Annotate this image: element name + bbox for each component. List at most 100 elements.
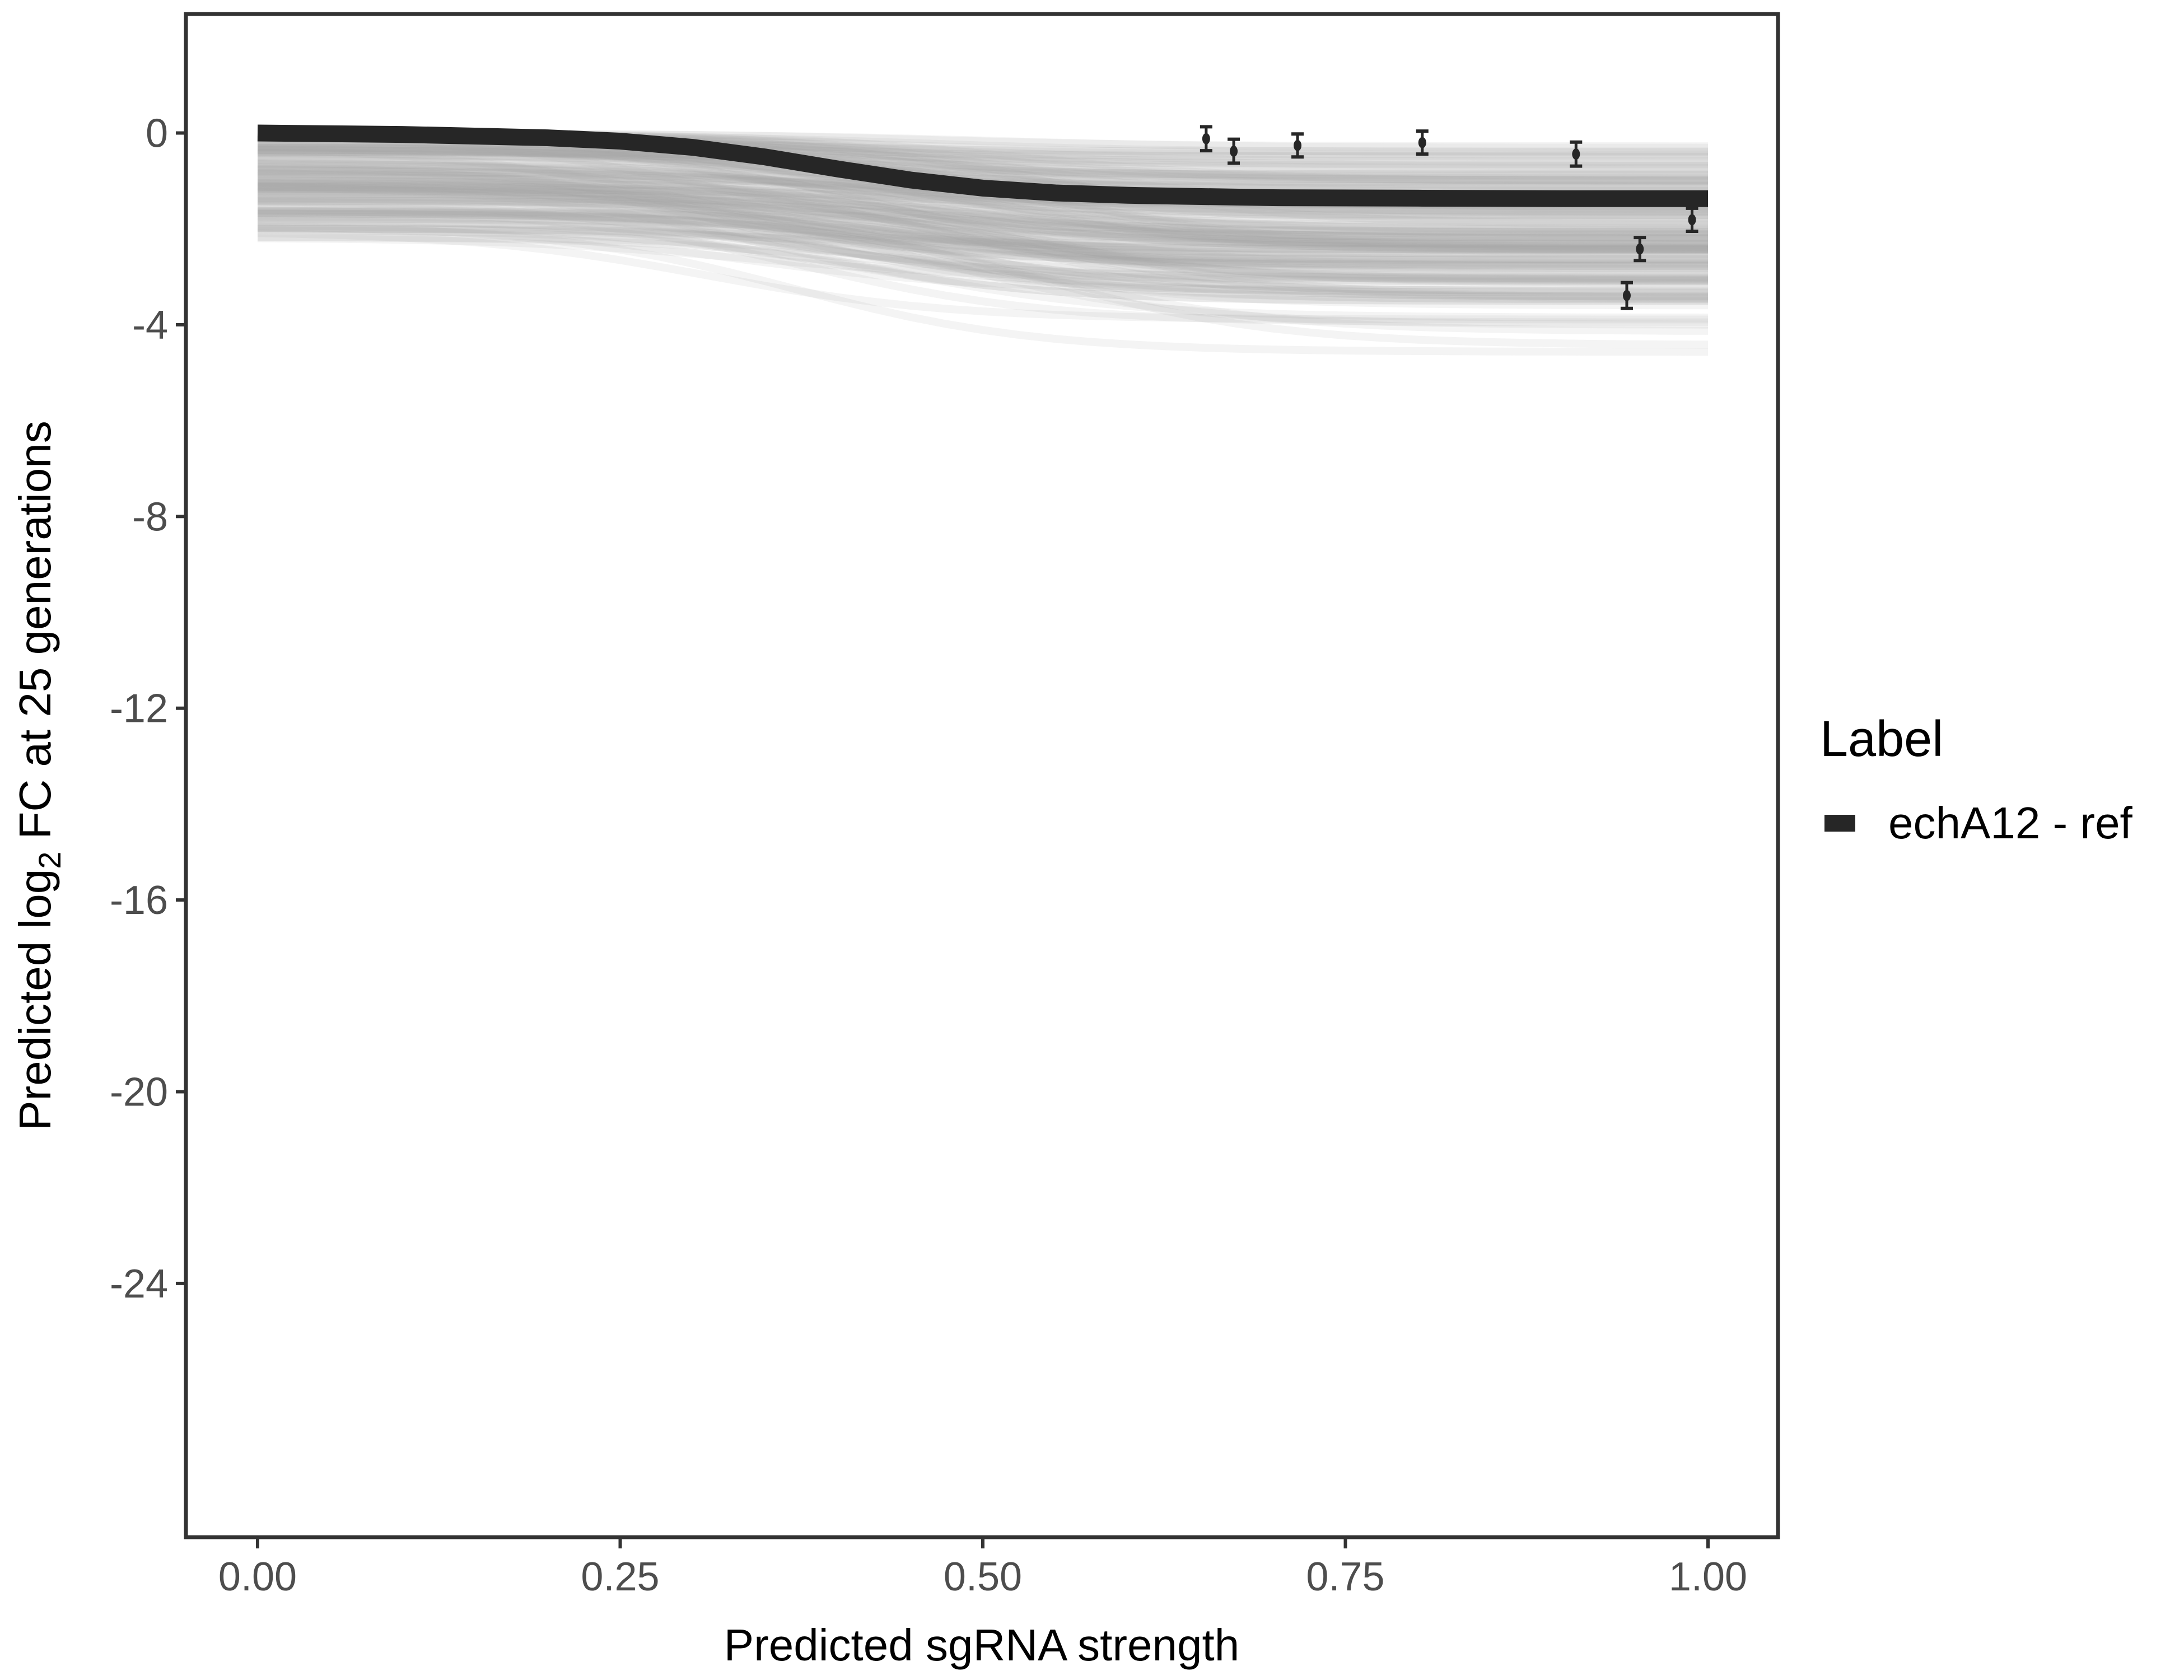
ensemble-line xyxy=(257,167,1709,281)
y-tick-label: 0 xyxy=(146,111,168,156)
ensemble-line xyxy=(257,198,1709,329)
ensemble-line xyxy=(257,170,1708,230)
ensemble-line xyxy=(257,143,1709,186)
ensemble-line xyxy=(257,146,1708,260)
ensemble-line xyxy=(257,169,1709,297)
ensemble-line xyxy=(257,179,1709,302)
ensemble-line xyxy=(258,188,1708,238)
ensemble-line xyxy=(257,139,1709,243)
ensemble-line xyxy=(257,209,1709,349)
ensemble-line xyxy=(257,206,1708,286)
legend-label: echA12 - ref xyxy=(1888,798,2133,848)
ensemble-line xyxy=(257,159,1708,220)
ensemble-line xyxy=(257,145,1708,186)
data-point xyxy=(1620,281,1633,310)
x-tick-label: 0.50 xyxy=(944,1555,1022,1599)
ensemble-line xyxy=(258,177,1709,238)
ensemble-line xyxy=(257,203,1708,282)
ensemble-line xyxy=(257,223,1708,295)
x-axis-title: Predicted sgRNA strength xyxy=(724,1620,1239,1670)
ensemble-line xyxy=(257,177,1709,263)
y-tick-label: -24 xyxy=(110,1262,168,1306)
ensemble-line xyxy=(257,183,1709,253)
ensemble-line xyxy=(257,147,1709,194)
ensemble-line xyxy=(257,160,1709,249)
ensemble-line xyxy=(257,233,1709,282)
ensemble-line xyxy=(257,197,1709,279)
ensemble-line xyxy=(257,226,1709,321)
data-point xyxy=(1634,236,1646,263)
ensemble-line xyxy=(257,183,1708,248)
data-points xyxy=(1200,125,1698,310)
data-point xyxy=(1570,140,1583,168)
ensemble-line xyxy=(257,187,1708,226)
ensemble-line xyxy=(257,212,1709,295)
ensemble-line xyxy=(257,168,1709,232)
ensemble-line xyxy=(257,182,1708,268)
ensemble-line xyxy=(257,224,1708,246)
x-tick-label: 0.00 xyxy=(218,1555,297,1599)
point-marker xyxy=(1622,290,1631,301)
ensemble-line xyxy=(257,225,1709,296)
ensemble-line xyxy=(257,218,1709,304)
ensemble-line xyxy=(257,216,1708,305)
y-tick-label: -16 xyxy=(110,878,168,923)
point-marker xyxy=(1230,146,1238,157)
ensemble-line xyxy=(257,153,1708,254)
ensemble-line xyxy=(257,153,1708,180)
x-tick-label: 0.75 xyxy=(1306,1555,1384,1599)
data-point xyxy=(1228,137,1240,165)
ensemble-line xyxy=(257,193,1709,278)
ensemble-line xyxy=(257,184,1709,284)
ensemble-lines xyxy=(257,129,1709,356)
ensemble-line xyxy=(257,186,1708,264)
ensemble-line xyxy=(257,189,1709,252)
ensemble-line xyxy=(257,197,1708,274)
series-line-echa12-ref xyxy=(257,124,1708,207)
ensemble-line xyxy=(257,197,1708,236)
ensemble-line xyxy=(257,225,1708,270)
legend-key xyxy=(1824,815,1855,832)
ensemble-line xyxy=(257,146,1709,233)
ensemble-line xyxy=(257,152,1708,179)
ensemble-line xyxy=(257,214,1709,304)
ensemble-line xyxy=(257,206,1708,326)
y-axis-title: Predicted log2 FC at 25 generations xyxy=(10,421,67,1130)
ensemble-line xyxy=(257,217,1708,297)
point-marker xyxy=(1688,214,1696,226)
data-point xyxy=(1686,206,1698,233)
ensemble-line xyxy=(257,143,1708,186)
ensemble-line xyxy=(258,185,1709,215)
ensemble-line xyxy=(257,148,1709,284)
ensemble-line xyxy=(257,214,1708,239)
legend: Label echA12 - ref xyxy=(1820,711,2133,848)
ensemble-line xyxy=(258,152,1708,172)
ensemble-line xyxy=(257,224,1708,248)
ensemble-line xyxy=(257,183,1708,305)
panel-border xyxy=(184,12,1780,1539)
ensemble-line xyxy=(257,169,1708,234)
y-tick-label: -4 xyxy=(132,303,168,348)
ensemble-line xyxy=(257,164,1709,251)
y-axis: 0 -4 -8 -12 -16 -20 -24 xyxy=(110,111,184,1306)
ensemble-line xyxy=(257,176,1709,253)
ensemble-line xyxy=(257,194,1708,265)
ensemble-line xyxy=(257,216,1709,310)
ensemble-line xyxy=(257,178,1708,256)
ensemble-line xyxy=(257,184,1708,258)
y-tick-label: -20 xyxy=(110,1070,168,1115)
ensemble-line xyxy=(257,179,1708,264)
ensemble-line xyxy=(257,210,1708,273)
ensemble-line xyxy=(257,197,1709,302)
ensemble-line xyxy=(257,181,1709,301)
ensemble-line xyxy=(258,148,1708,189)
y-tick-label: -8 xyxy=(132,494,168,539)
ensemble-line xyxy=(258,194,1708,225)
ensemble-line xyxy=(257,234,1709,283)
ensemble-line xyxy=(257,209,1709,335)
point-marker xyxy=(1294,139,1302,151)
x-axis: 0.00 0.25 0.50 0.75 1.00 xyxy=(218,1539,1747,1599)
y-axis-title-pre: Predicted log xyxy=(10,869,60,1131)
ensemble-line xyxy=(257,144,1708,170)
